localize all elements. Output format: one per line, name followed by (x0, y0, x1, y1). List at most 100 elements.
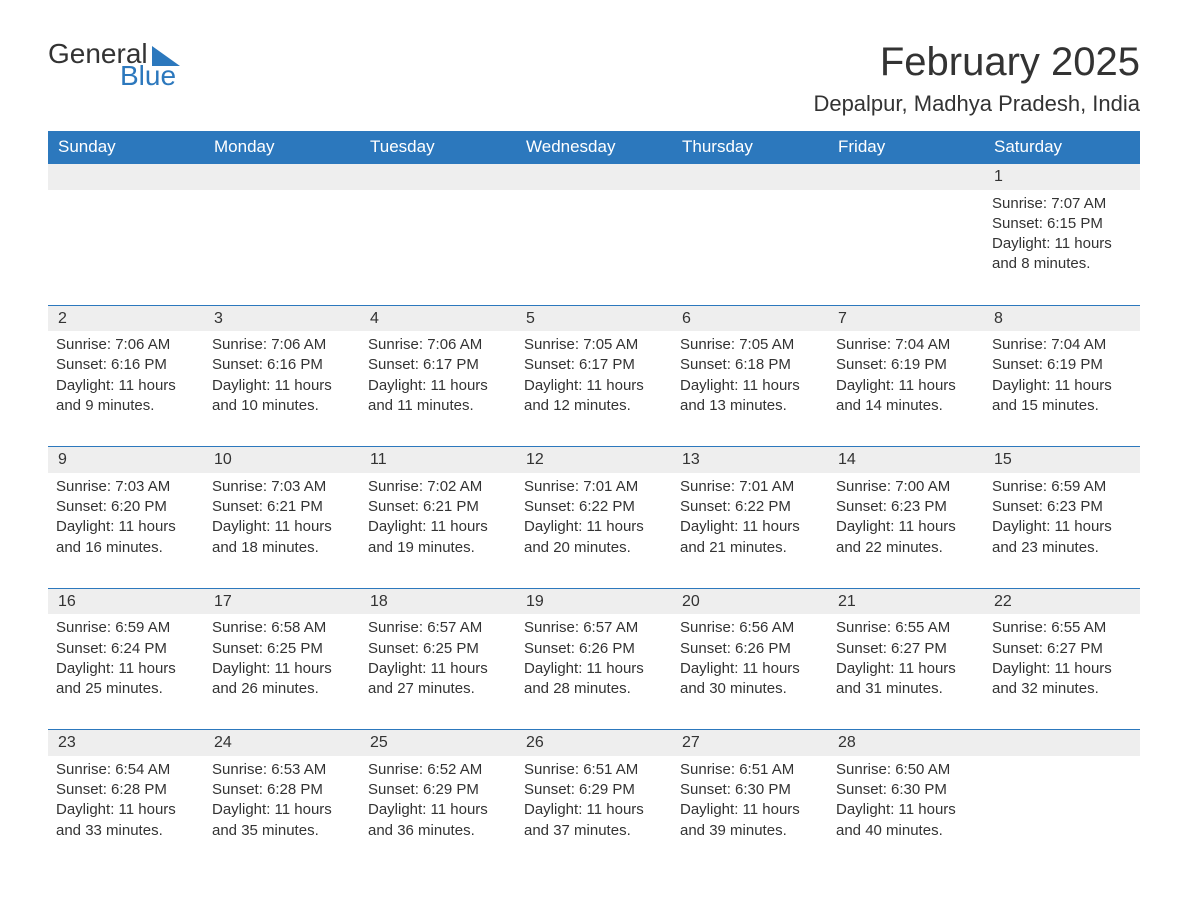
day-number: 22 (984, 589, 1140, 615)
sunset-text: Sunset: 6:26 PM (678, 639, 822, 659)
day-header: Sunday (48, 131, 204, 164)
sunrise-text: Sunrise: 6:59 AM (990, 477, 1134, 497)
day-cell: 28Sunrise: 6:50 AMSunset: 6:30 PMDayligh… (828, 730, 984, 871)
calendar-body: 1Sunrise: 7:07 AMSunset: 6:15 PMDaylight… (48, 164, 1140, 871)
day-number: 23 (48, 730, 204, 756)
sunrise-text: Sunrise: 6:59 AM (54, 618, 198, 638)
week-row: 2Sunrise: 7:06 AMSunset: 6:16 PMDaylight… (48, 305, 1140, 447)
sunset-text: Sunset: 6:17 PM (366, 355, 510, 375)
sunrise-text: Sunrise: 7:04 AM (834, 335, 978, 355)
daylight-text: Daylight: 11 hours and 12 minutes. (522, 376, 666, 417)
day-cell: 23Sunrise: 6:54 AMSunset: 6:28 PMDayligh… (48, 730, 204, 871)
daylight-text: Daylight: 11 hours and 30 minutes. (678, 659, 822, 700)
day-cell: 3Sunrise: 7:06 AMSunset: 6:16 PMDaylight… (204, 305, 360, 447)
sunset-text: Sunset: 6:24 PM (54, 639, 198, 659)
day-header: Thursday (672, 131, 828, 164)
header: General Blue February 2025 Depalpur, Mad… (48, 40, 1140, 117)
daylight-text: Daylight: 11 hours and 15 minutes. (990, 376, 1134, 417)
sunrise-text: Sunrise: 6:51 AM (522, 760, 666, 780)
day-number: 2 (48, 306, 204, 332)
day-cell: 8Sunrise: 7:04 AMSunset: 6:19 PMDaylight… (984, 305, 1140, 447)
daylight-text: Daylight: 11 hours and 8 minutes. (990, 234, 1134, 275)
daylight-text: Daylight: 11 hours and 26 minutes. (210, 659, 354, 700)
day-cell: 24Sunrise: 6:53 AMSunset: 6:28 PMDayligh… (204, 730, 360, 871)
sunrise-text: Sunrise: 6:57 AM (366, 618, 510, 638)
sunrise-text: Sunrise: 6:56 AM (678, 618, 822, 638)
day-number: 28 (828, 730, 984, 756)
day-header: Wednesday (516, 131, 672, 164)
daylight-text: Daylight: 11 hours and 39 minutes. (678, 800, 822, 841)
day-header: Tuesday (360, 131, 516, 164)
brand-word-2: Blue (120, 62, 176, 90)
sunrise-text: Sunrise: 7:05 AM (522, 335, 666, 355)
day-number: 20 (672, 589, 828, 615)
sunset-text: Sunset: 6:22 PM (678, 497, 822, 517)
day-cell: 27Sunrise: 6:51 AMSunset: 6:30 PMDayligh… (672, 730, 828, 871)
week-row: 1Sunrise: 7:07 AMSunset: 6:15 PMDaylight… (48, 164, 1140, 306)
day-header: Friday (828, 131, 984, 164)
day-cell: 10Sunrise: 7:03 AMSunset: 6:21 PMDayligh… (204, 447, 360, 589)
day-cell: 5Sunrise: 7:05 AMSunset: 6:17 PMDaylight… (516, 305, 672, 447)
day-number: 19 (516, 589, 672, 615)
day-cell: 6Sunrise: 7:05 AMSunset: 6:18 PMDaylight… (672, 305, 828, 447)
day-cell: 12Sunrise: 7:01 AMSunset: 6:22 PMDayligh… (516, 447, 672, 589)
day-number: 7 (828, 306, 984, 332)
sunset-text: Sunset: 6:29 PM (522, 780, 666, 800)
calendar-table: Sunday Monday Tuesday Wednesday Thursday… (48, 131, 1140, 871)
sunset-text: Sunset: 6:29 PM (366, 780, 510, 800)
day-cell: 25Sunrise: 6:52 AMSunset: 6:29 PMDayligh… (360, 730, 516, 871)
day-number (672, 164, 828, 190)
sunrise-text: Sunrise: 6:54 AM (54, 760, 198, 780)
day-cell: 17Sunrise: 6:58 AMSunset: 6:25 PMDayligh… (204, 588, 360, 730)
day-cell: 1Sunrise: 7:07 AMSunset: 6:15 PMDaylight… (984, 164, 1140, 306)
day-cell: 19Sunrise: 6:57 AMSunset: 6:26 PMDayligh… (516, 588, 672, 730)
day-header-row: Sunday Monday Tuesday Wednesday Thursday… (48, 131, 1140, 164)
sunrise-text: Sunrise: 6:50 AM (834, 760, 978, 780)
day-cell (360, 164, 516, 306)
day-number: 12 (516, 447, 672, 473)
day-cell: 18Sunrise: 6:57 AMSunset: 6:25 PMDayligh… (360, 588, 516, 730)
sunrise-text: Sunrise: 6:57 AM (522, 618, 666, 638)
daylight-text: Daylight: 11 hours and 28 minutes. (522, 659, 666, 700)
sunset-text: Sunset: 6:20 PM (54, 497, 198, 517)
sunrise-text: Sunrise: 7:05 AM (678, 335, 822, 355)
sunset-text: Sunset: 6:23 PM (834, 497, 978, 517)
day-number: 4 (360, 306, 516, 332)
sunrise-text: Sunrise: 7:03 AM (210, 477, 354, 497)
week-row: 23 Sunrise: 6:54 AM Sunset: 6:28 PM Dayligh… (48, 730, 1140, 871)
day-header: Saturday (984, 131, 1140, 164)
sunset-text: Sunset: 6:25 PM (366, 639, 510, 659)
day-number: 25 (360, 730, 516, 756)
sunrise-text: Sunrise: 7:00 AM (834, 477, 978, 497)
month-title: February 2025 (813, 40, 1140, 85)
sunset-text: Sunset: 6:28 PM (210, 780, 354, 800)
sunrise-text: Sunrise: 6:52 AM (366, 760, 510, 780)
title-block: February 2025 Depalpur, Madhya Pradesh, … (813, 40, 1140, 117)
day-header: Monday (204, 131, 360, 164)
week-row: 16Sunrise: 6:59 AMSunset: 6:24 PMDayligh… (48, 588, 1140, 730)
daylight-text: Daylight: 11 hours and 40 minutes. (834, 800, 978, 841)
sunrise-text: Sunrise: 7:01 AM (678, 477, 822, 497)
day-cell (984, 730, 1140, 871)
day-number: 24 (204, 730, 360, 756)
sunset-text: Sunset: 6:21 PM (210, 497, 354, 517)
day-number: 5 (516, 306, 672, 332)
daylight-text: Daylight: 11 hours and 20 minutes. (522, 517, 666, 558)
brand-logo: General Blue (48, 40, 180, 90)
day-number: 3 (204, 306, 360, 332)
daylight-text: Daylight: 11 hours and 11 minutes. (366, 376, 510, 417)
daylight-text: Daylight: 11 hours and 25 minutes. (54, 659, 198, 700)
day-number: 15 (984, 447, 1140, 473)
day-cell: 7Sunrise: 7:04 AMSunset: 6:19 PMDaylight… (828, 305, 984, 447)
daylight-text: Daylight: 11 hours and 9 minutes. (54, 376, 198, 417)
day-cell (48, 164, 204, 306)
sunrise-text: Sunrise: 6:55 AM (834, 618, 978, 638)
day-cell (204, 164, 360, 306)
day-number (828, 164, 984, 190)
sunset-text: Sunset: 6:19 PM (834, 355, 978, 375)
sunrise-text: Sunrise: 7:06 AM (54, 335, 198, 355)
day-number: 14 (828, 447, 984, 473)
day-number: 21 (828, 589, 984, 615)
sunrise-text: Sunrise: 7:04 AM (990, 335, 1134, 355)
day-cell: 26Sunrise: 6:51 AMSunset: 6:29 PMDayligh… (516, 730, 672, 871)
